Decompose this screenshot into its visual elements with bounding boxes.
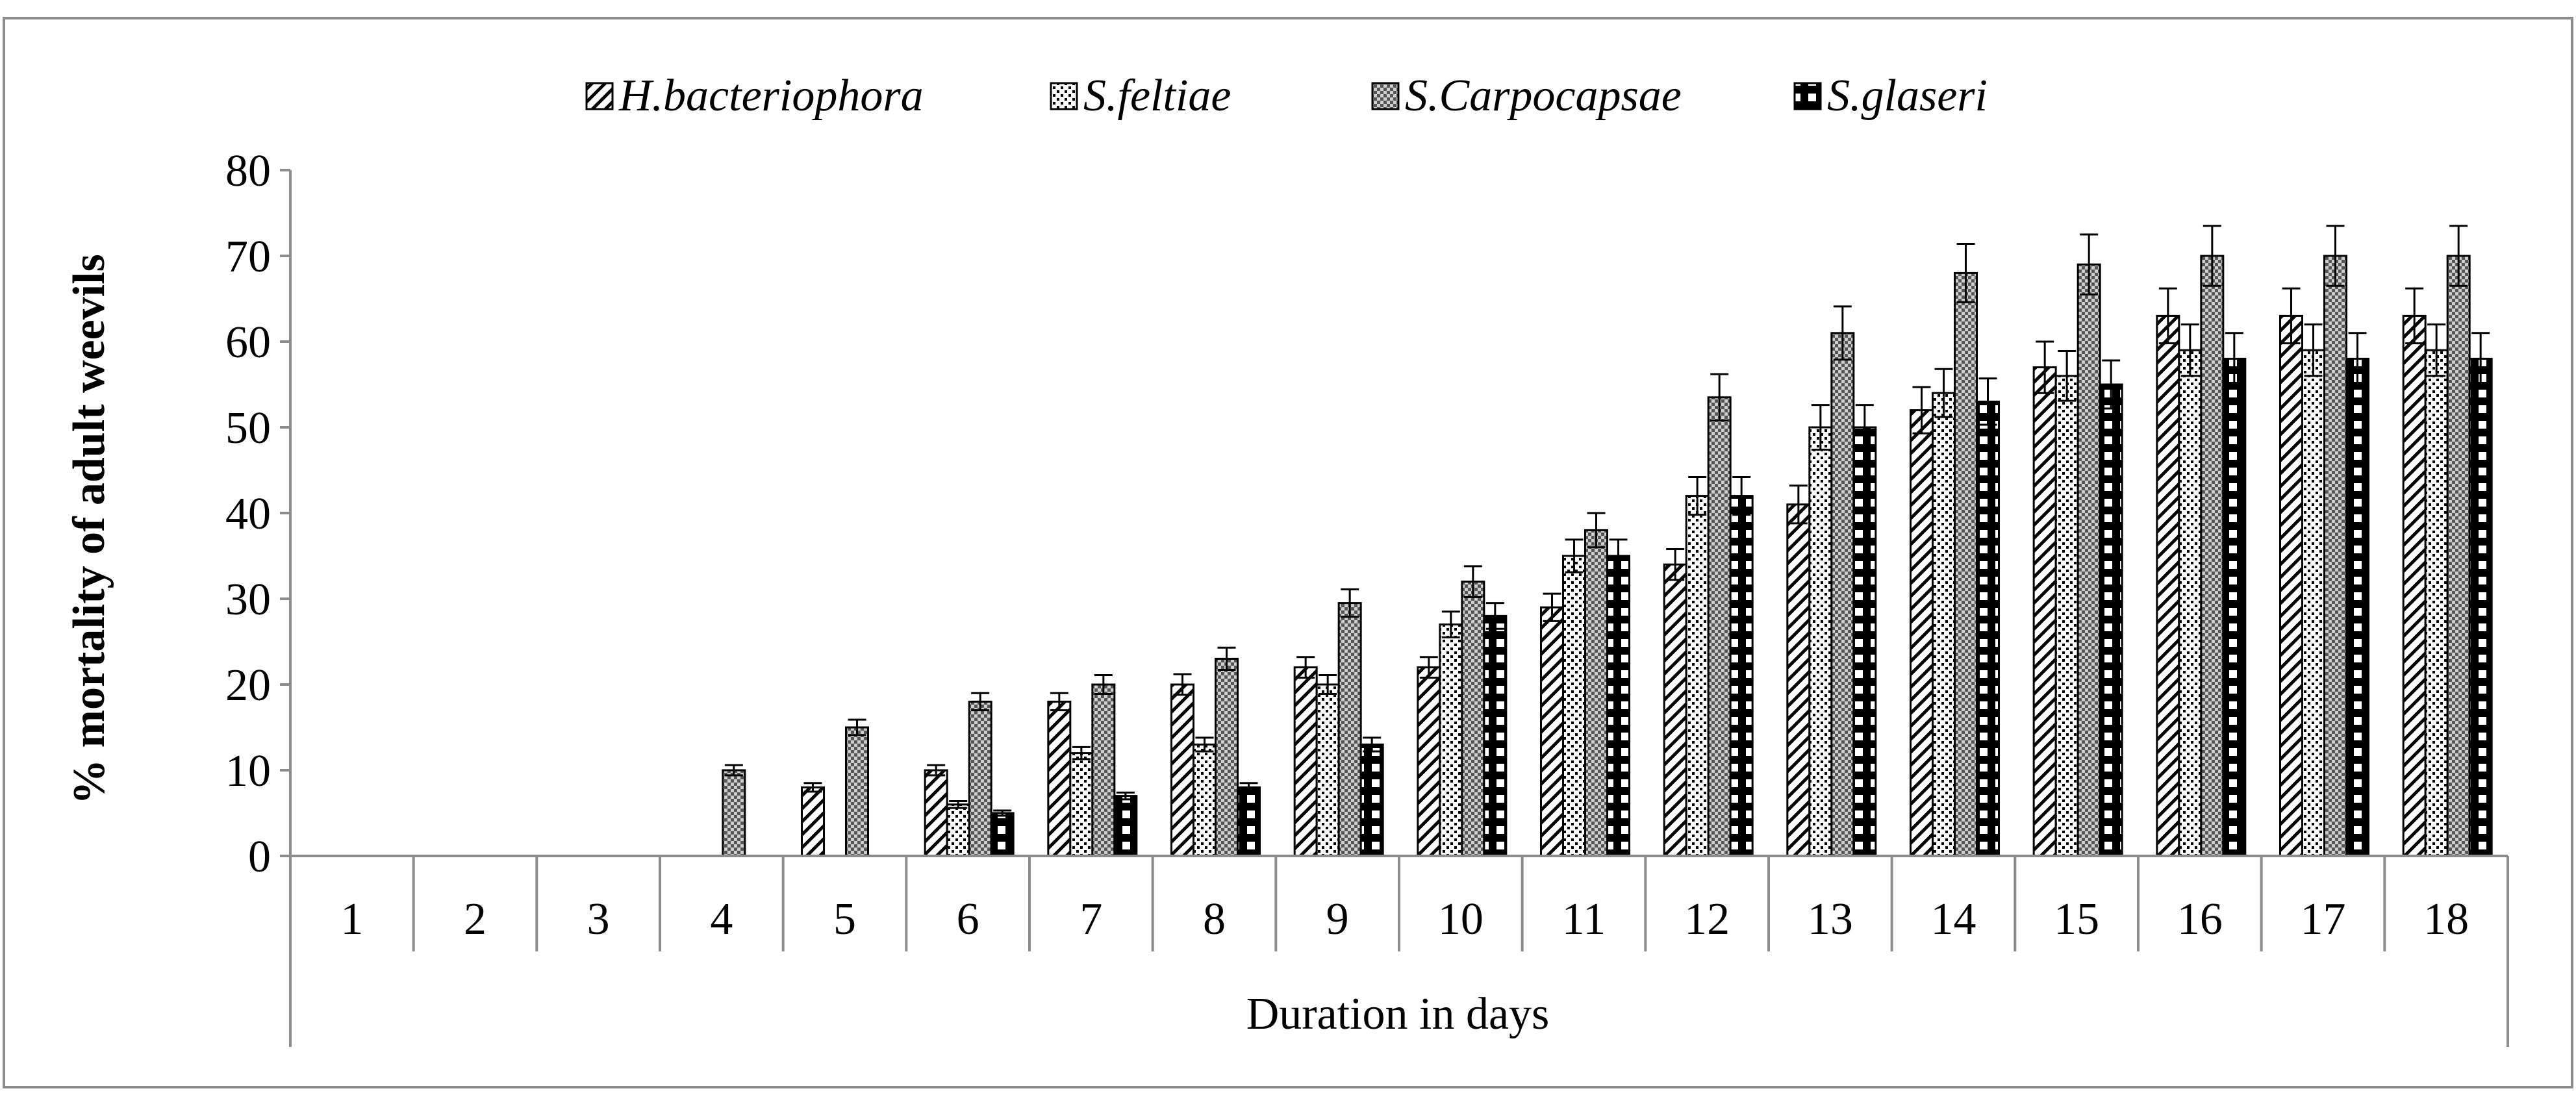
bar <box>1215 657 1239 857</box>
bar <box>2099 383 2123 857</box>
bar <box>1685 495 1710 857</box>
bar <box>1663 563 1687 857</box>
bar <box>1170 683 1194 857</box>
bar <box>2402 314 2427 857</box>
y-tick-label: 10 <box>225 746 271 796</box>
y-tick-label: 20 <box>225 660 271 710</box>
bar <box>1091 683 1116 857</box>
bar <box>722 769 746 857</box>
bar <box>1584 529 1608 857</box>
bar <box>1954 271 1978 857</box>
bar <box>946 803 970 857</box>
y-tick-label: 70 <box>225 232 271 282</box>
bar <box>968 700 992 857</box>
bar <box>1540 606 1564 857</box>
x-tick-label: 12 <box>1684 894 1730 944</box>
bar <box>1337 602 1362 857</box>
bar <box>1606 555 1630 857</box>
bar <box>1069 752 1094 857</box>
bar <box>1562 555 1586 857</box>
bar <box>1976 400 2000 857</box>
bar <box>924 769 948 857</box>
bar <box>2468 357 2493 857</box>
bar <box>1729 495 1754 857</box>
legend-swatch <box>1793 82 1822 110</box>
bar <box>2156 314 2180 857</box>
bar <box>1808 426 1833 857</box>
bar <box>1910 409 1934 857</box>
bar <box>1932 392 1956 857</box>
x-tick-label: 16 <box>2177 894 2223 944</box>
bar <box>845 726 869 857</box>
legend-label: S.Carpocapsae <box>1405 71 1682 121</box>
bar <box>1047 700 1072 857</box>
bar <box>1417 666 1441 857</box>
figure-border <box>3 17 2573 1088</box>
y-axis-title: % mortality of adult weevils <box>64 254 114 805</box>
bar <box>2301 349 2325 857</box>
x-tick-label: 15 <box>2054 894 2099 944</box>
bar <box>1359 743 1384 857</box>
bar <box>1461 581 1485 857</box>
bar <box>2222 357 2247 857</box>
x-tick-label: 14 <box>1931 894 1976 944</box>
x-tick-label: 10 <box>1438 894 1484 944</box>
y-tick-label: 60 <box>225 318 271 368</box>
bar <box>2279 314 2303 857</box>
x-tick-label: 1 <box>340 894 363 944</box>
legend-label: S.feltiae <box>1083 71 1231 121</box>
bar <box>1315 683 1340 857</box>
bars-layer <box>722 225 2493 857</box>
legend-swatch <box>585 82 614 110</box>
bar <box>1293 666 1318 857</box>
x-tick-label: 5 <box>833 894 856 944</box>
bar <box>2424 349 2449 857</box>
legend-label: H.bacteriophora <box>618 71 924 121</box>
x-tick-label: 4 <box>710 894 733 944</box>
bar <box>2323 255 2347 857</box>
x-tick-label: 11 <box>1562 894 1606 944</box>
legend-swatch <box>1050 82 1078 110</box>
bar <box>1852 426 1877 857</box>
bar <box>1113 795 1138 857</box>
x-tick-label: 3 <box>587 894 610 944</box>
x-tick-label: 8 <box>1203 894 1226 944</box>
x-tick-label: 13 <box>1808 894 1853 944</box>
y-tick-label: 0 <box>248 832 271 882</box>
bar <box>2077 263 2101 857</box>
bar <box>1707 396 1732 857</box>
x-tick-label: 6 <box>957 894 979 944</box>
bar <box>1193 743 1217 857</box>
bar <box>2345 357 2369 857</box>
bar <box>2054 375 2079 857</box>
y-tick-label: 40 <box>225 489 271 539</box>
x-tick-label: 2 <box>464 894 486 944</box>
bar <box>1439 623 1463 857</box>
y-axis: 0 10 20 30 40 50 60 70 80 <box>225 146 292 882</box>
bar <box>1830 332 1855 857</box>
bar <box>2446 255 2471 857</box>
y-tick-label: 30 <box>225 575 271 625</box>
x-axis-title: Duration in days <box>1246 989 1550 1039</box>
legend-label: S.glaseri <box>1827 71 1988 121</box>
bar <box>1786 503 1811 857</box>
y-tick-label: 80 <box>225 146 271 196</box>
legend: H.bacteriophora S.feltiae S.Carpocapsae S.g… <box>585 71 1988 121</box>
bar <box>2178 349 2203 857</box>
x-axis: 1 2 3 4 5 6 7 8 9 10 11 12 13 14 15 16 17 18 <box>289 855 2509 1047</box>
bar <box>2200 255 2225 857</box>
x-tick-label: 9 <box>1326 894 1349 944</box>
bar <box>801 786 825 857</box>
x-tick-label: 18 <box>2423 894 2469 944</box>
x-tick-label: 7 <box>1080 894 1102 944</box>
bar <box>1483 614 1508 857</box>
bar <box>990 812 1015 857</box>
bar <box>2032 366 2057 857</box>
x-tick-label: 17 <box>2301 894 2346 944</box>
y-tick-label: 50 <box>225 403 271 453</box>
bar <box>1237 786 1261 857</box>
legend-swatch <box>1371 82 1400 110</box>
